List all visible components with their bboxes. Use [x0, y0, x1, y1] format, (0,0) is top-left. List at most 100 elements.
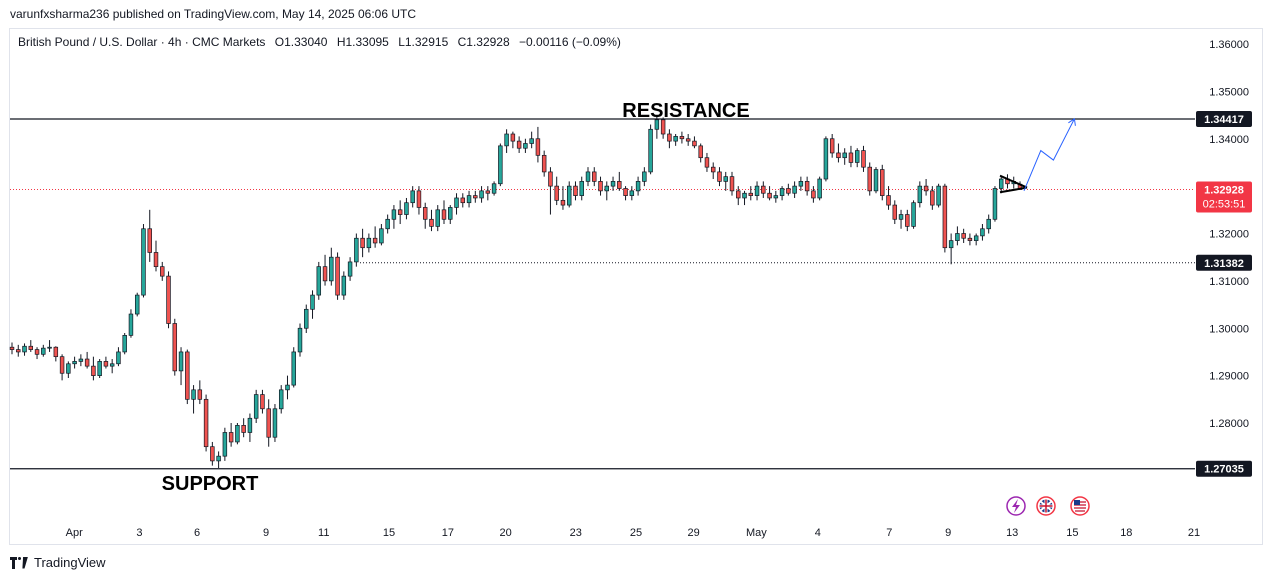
- candle-body-down: [560, 199, 566, 206]
- candle-body-up: [523, 143, 528, 149]
- support-price-box: [1196, 460, 1252, 477]
- candle-body-down: [880, 169, 885, 196]
- candle: [310, 290, 315, 319]
- lightning-icon[interactable]: [1006, 496, 1026, 516]
- candle: [736, 186, 741, 206]
- candle-body-down: [692, 140, 697, 147]
- candle: [911, 200, 916, 229]
- resistance-price-label: 1.34417: [1204, 114, 1244, 126]
- candle-body-down: [786, 188, 791, 194]
- chart-frame: [9, 28, 1263, 545]
- candle-body-down: [360, 237, 365, 249]
- candle: [372, 226, 378, 248]
- footer-brand[interactable]: TradingView: [10, 555, 106, 570]
- candle-body-up: [579, 181, 584, 196]
- candle: [341, 271, 347, 300]
- resistance-price-box: [1196, 110, 1252, 127]
- candle: [992, 186, 998, 222]
- candle: [360, 228, 365, 258]
- candle: [473, 190, 478, 203]
- price-tick-label: 1.35000: [1209, 86, 1249, 98]
- time-tick-label: May: [746, 527, 767, 539]
- candle: [16, 344, 21, 357]
- candle-body-up: [410, 190, 415, 204]
- candle: [648, 124, 653, 175]
- candle: [880, 164, 885, 201]
- candle-body-up: [911, 202, 916, 227]
- candle-body-down: [698, 145, 703, 159]
- candle: [917, 181, 923, 208]
- support-annotation[interactable]: SUPPORT: [162, 473, 259, 495]
- candle: [955, 226, 960, 246]
- candle-body-down: [441, 209, 447, 220]
- candle-body-up: [304, 308, 309, 329]
- time-tick-label: 9: [263, 527, 269, 539]
- candle: [191, 385, 196, 414]
- candle: [222, 427, 228, 461]
- candle-body-up: [604, 185, 610, 192]
- candle: [592, 167, 597, 187]
- candle-body-down: [53, 346, 59, 358]
- uk-flag-icon[interactable]: [1036, 496, 1056, 516]
- candle: [466, 190, 472, 208]
- candle: [47, 340, 52, 352]
- candle: [203, 394, 209, 452]
- candle-body-up: [316, 266, 322, 296]
- time-tick-label: 15: [383, 527, 395, 539]
- candle: [892, 200, 898, 225]
- candle: [441, 200, 447, 225]
- candle-body-down: [535, 138, 541, 156]
- candle-body-down: [592, 171, 597, 182]
- time-tick-label: Apr: [66, 527, 83, 539]
- candle-body-up: [479, 190, 484, 199]
- candle-body-up: [491, 183, 497, 194]
- candle: [454, 193, 459, 215]
- candlesticks: [9, 115, 1023, 469]
- candle-body-up: [191, 389, 196, 400]
- candle: [692, 136, 697, 149]
- candle-body-up: [986, 218, 991, 230]
- candle-body-up: [817, 178, 822, 199]
- price-tick-label: 1.34000: [1209, 134, 1249, 146]
- candle-body-down: [811, 190, 816, 199]
- candle-body-up: [448, 207, 453, 220]
- candle-body-up: [404, 202, 409, 215]
- candle-body-down: [923, 185, 929, 192]
- brand-name: TradingView: [34, 555, 106, 570]
- candle: [598, 176, 603, 196]
- candle-body-down: [761, 185, 766, 194]
- candle: [786, 183, 791, 196]
- candle: [216, 451, 221, 469]
- candle: [278, 385, 284, 414]
- candle: [197, 380, 203, 405]
- candle-body-down: [660, 119, 666, 135]
- time-tick-label: 25: [630, 527, 642, 539]
- us-flag-icon[interactable]: [1070, 496, 1090, 516]
- candle: [685, 134, 691, 146]
- candle: [679, 131, 685, 144]
- candle-body-up: [898, 214, 904, 220]
- candle-body-up: [278, 389, 284, 410]
- candle: [504, 129, 509, 153]
- event-icons[interactable]: [1006, 496, 1090, 516]
- time-tick-label: 11: [318, 527, 329, 539]
- candle: [354, 233, 359, 267]
- candle: [629, 186, 635, 201]
- candle: [72, 356, 77, 369]
- candle: [754, 181, 760, 201]
- candle: [930, 186, 935, 210]
- candle-body-up: [47, 346, 52, 349]
- resistance-annotation[interactable]: RESISTANCE: [622, 100, 749, 122]
- support-price-label: 1.27035: [1204, 464, 1244, 476]
- candle-body-up: [842, 152, 847, 159]
- candle: [817, 176, 822, 201]
- candle: [811, 186, 816, 203]
- candle-body-up: [498, 145, 503, 185]
- candle-body-up: [122, 335, 127, 353]
- candle: [103, 356, 109, 369]
- candle: [397, 200, 403, 225]
- candle-body-up: [854, 150, 860, 163]
- candle-body-down: [322, 266, 328, 282]
- symbol-name[interactable]: British Pound / U.S. Dollar · 4h · CMC M…: [18, 35, 266, 49]
